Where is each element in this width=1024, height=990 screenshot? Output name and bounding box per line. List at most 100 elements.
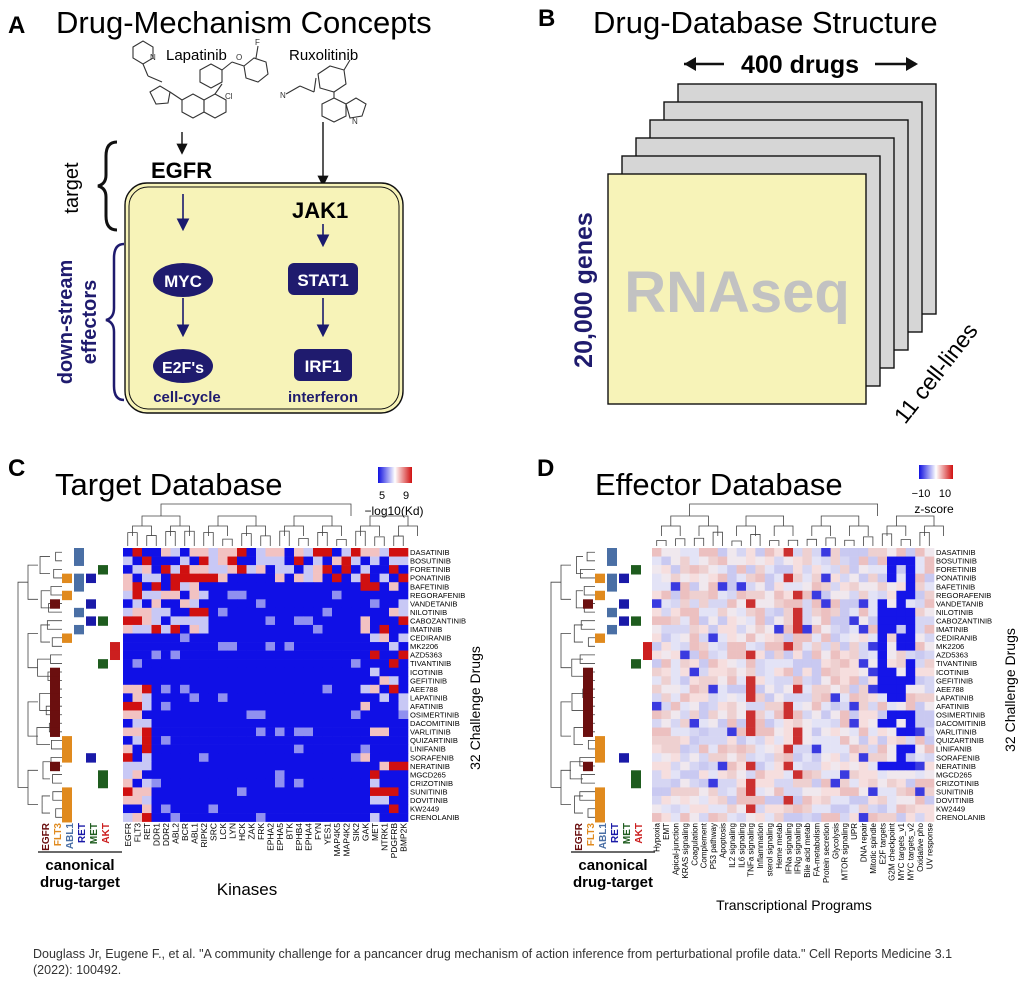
heatmap-cell (294, 624, 304, 634)
canonical-label: FLT3 (53, 823, 64, 847)
heatmap-cell (915, 548, 925, 557)
heatmap-cell (858, 804, 869, 814)
heatmap-cell (689, 736, 700, 745)
heatmap-cell (341, 736, 352, 745)
heatmap-cell (830, 778, 841, 788)
heatmap-cell (661, 761, 672, 771)
heatmap-cell (151, 744, 162, 754)
heatmap-cell (652, 761, 662, 771)
heatmap-cell (661, 719, 672, 728)
heatmap-cell (727, 778, 737, 788)
heatmap-cell (379, 778, 390, 788)
heatmap-cell (877, 753, 888, 763)
heatmap-cell (170, 710, 181, 720)
heatmap-cell (189, 710, 200, 720)
heatmap-cell (332, 676, 342, 686)
heatmap-cell (332, 590, 342, 600)
drug-label: GEFITINIB (936, 676, 973, 685)
heatmap-cell (123, 684, 133, 694)
heatmap-cell (199, 676, 209, 686)
heatmap-cell (123, 599, 133, 609)
bracket-effectors (105, 242, 125, 402)
heatmap-cell (256, 548, 266, 557)
heatmap-cell (142, 710, 152, 720)
heatmap-cell (764, 719, 775, 728)
heatmap-cell (840, 693, 850, 703)
heatmap-cell (802, 787, 813, 797)
heatmap-cell (821, 633, 831, 643)
heatmap-cell (774, 701, 784, 711)
heatmap-cell (370, 753, 380, 763)
heatmap-cell (161, 684, 171, 694)
heatmap-cell (218, 753, 228, 763)
heatmap-cell (389, 753, 399, 763)
heatmap-cell (717, 795, 728, 805)
heatmap-cell (708, 744, 719, 754)
column-label: RIPK2 (199, 823, 209, 848)
heatmap-cell (783, 761, 794, 771)
heatmap-cell (877, 701, 888, 711)
heatmap-cell (313, 607, 323, 617)
heatmap-cell (821, 761, 831, 771)
heatmap-cell (689, 624, 700, 634)
heatmap-cell (275, 590, 285, 600)
heatmap-cell (821, 693, 831, 703)
heatmap-cell (360, 582, 371, 592)
heatmap-cell (746, 795, 756, 805)
kinase-labels: EGFR FLT3 RET DDR1 DDR2 ABL2 BCR ABL1 RIPK2 SRC LC… (123, 823, 409, 859)
heatmap-cell (802, 676, 813, 686)
heatmap-cell (322, 795, 333, 805)
heatmap-cell (783, 624, 794, 634)
heatmap-cell (284, 719, 295, 728)
heatmap-cell (896, 684, 907, 694)
heatmap-cell (275, 659, 285, 668)
heatmap-cell (811, 573, 822, 583)
heatmap-cell (303, 753, 314, 763)
heatmap-cell (265, 787, 276, 797)
heatmap-cell (905, 761, 916, 771)
heatmap-cell (256, 795, 266, 805)
heatmap-cell (924, 795, 935, 805)
heatmap-cell (830, 607, 841, 617)
heatmap-cell (877, 650, 888, 660)
heatmap-cell (313, 548, 323, 557)
column-label: Inflammation (756, 823, 765, 869)
heatmap-cell (389, 582, 399, 592)
heatmap-cell (237, 778, 247, 788)
heatmap-cell (868, 599, 878, 609)
heatmap-cell (123, 753, 133, 763)
heatmap-cell (849, 787, 860, 797)
heatmap-cell (755, 590, 766, 600)
heatmap-cell (680, 565, 690, 574)
heatmap-cell (303, 659, 314, 668)
heatmap-cell (180, 607, 190, 617)
heatmap-cell (670, 633, 681, 643)
heatmap-cell (199, 736, 209, 745)
heatmap-cell (142, 813, 152, 822)
heatmap-cell (142, 565, 152, 574)
heatmap-cell (887, 573, 897, 583)
heatmap-cell (689, 676, 700, 686)
heatmap-cell (858, 582, 869, 592)
column-label: LCK (218, 823, 228, 840)
heatmap-cell (915, 736, 925, 745)
heatmap-cell (877, 787, 888, 797)
heatmap-cell (303, 795, 314, 805)
heatmap-cell (689, 616, 700, 626)
heatmap-cell (727, 616, 737, 626)
heatmap-cell (360, 684, 371, 694)
heatmap-cell (708, 795, 719, 805)
heatmap-cell (924, 599, 935, 609)
heatmap-cell (123, 667, 133, 677)
heatmap-cell (915, 761, 925, 771)
heatmap-cell (699, 667, 709, 677)
heatmap-cell (351, 761, 361, 771)
heatmap-cell (783, 770, 794, 780)
heatmap-cell (303, 607, 314, 617)
heatmap-cell (746, 744, 756, 754)
heatmap-cell (755, 701, 766, 711)
heatmap-cell (793, 624, 803, 634)
heatmap-cell (774, 795, 784, 805)
heatmap-cell (151, 684, 162, 694)
heatmap-cell (811, 599, 822, 609)
